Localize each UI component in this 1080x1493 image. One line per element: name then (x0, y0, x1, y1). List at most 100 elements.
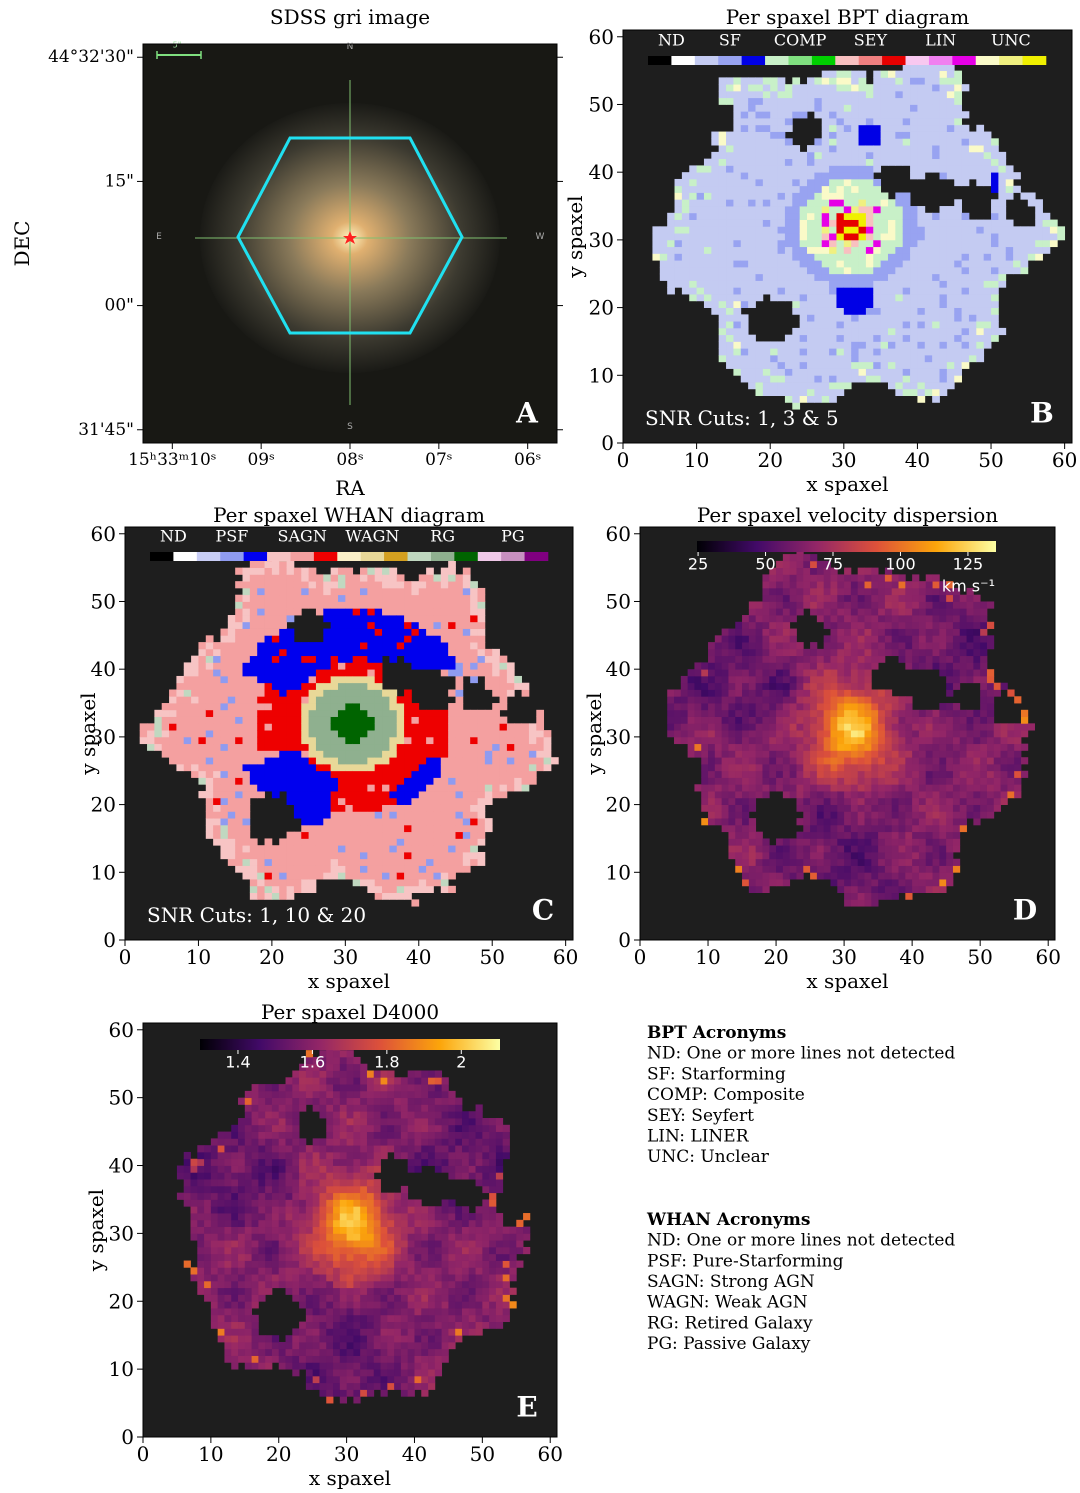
spaxel (514, 778, 522, 785)
spaxel (776, 635, 783, 642)
spaxel (763, 152, 771, 159)
spaxel (817, 791, 824, 798)
spaxel (719, 335, 727, 342)
spaxel (903, 247, 911, 254)
spaxel (824, 730, 831, 737)
spaxel (154, 723, 162, 730)
spaxel (792, 226, 800, 233)
spaxel (940, 382, 948, 389)
spaxel (776, 574, 783, 581)
spaxel (762, 642, 769, 649)
spaxel (917, 335, 925, 342)
spaxel (345, 778, 353, 785)
spaxel (817, 852, 824, 859)
spaxel (940, 220, 948, 227)
spaxel (722, 818, 729, 825)
x-tick-label: 50 (479, 945, 504, 969)
spaxel (675, 199, 683, 206)
spaxel (866, 111, 874, 118)
spaxel (228, 784, 236, 791)
spaxel (522, 764, 530, 771)
spaxel (769, 710, 776, 717)
spaxel (851, 656, 858, 663)
spaxel (367, 588, 375, 595)
spaxel (433, 635, 441, 642)
spaxel (735, 784, 742, 791)
spaxel (742, 845, 749, 852)
spaxel (345, 845, 353, 852)
spaxel (726, 206, 734, 213)
spaxel (925, 375, 933, 382)
spaxel (785, 165, 793, 172)
spaxel (954, 138, 962, 145)
spaxel (859, 240, 867, 247)
spaxel (287, 642, 295, 649)
spaxel (947, 220, 955, 227)
spaxel (353, 683, 361, 690)
spaxel (682, 179, 690, 186)
spaxel (851, 301, 859, 308)
spaxel (694, 750, 701, 757)
spaxel (154, 744, 162, 751)
spaxel (770, 165, 778, 172)
spaxel (367, 879, 375, 886)
spaxel (748, 77, 756, 84)
spaxel (824, 601, 831, 608)
spaxel (998, 281, 1006, 288)
spaxel (176, 717, 184, 724)
spaxel (910, 389, 918, 396)
spaxel (426, 798, 434, 805)
spaxel (822, 362, 830, 369)
spaxel (878, 696, 885, 703)
spaxel (411, 723, 419, 730)
y-axis-label: y spaxel (563, 195, 587, 278)
spaxel (243, 683, 251, 690)
spaxel (742, 784, 749, 791)
spaxel (220, 696, 228, 703)
spaxel (1035, 213, 1043, 220)
spaxel (976, 314, 984, 321)
spaxel (697, 213, 705, 220)
spaxel (991, 253, 999, 260)
spaxel (878, 649, 885, 656)
spaxel (682, 274, 690, 281)
spaxel (859, 199, 867, 206)
spaxel (903, 206, 911, 213)
spaxel (441, 730, 449, 737)
spaxel (536, 710, 544, 717)
spaxel (881, 192, 889, 199)
spaxel (213, 791, 221, 798)
spaxel (397, 838, 405, 845)
spaxel (287, 717, 295, 724)
spaxel (851, 77, 859, 84)
spaxel (783, 744, 790, 751)
spaxel (529, 757, 537, 764)
spaxel (762, 683, 769, 690)
spaxel (733, 172, 741, 179)
spaxel (287, 649, 295, 656)
spaxel (708, 805, 715, 812)
spaxel (837, 595, 844, 602)
spaxel (674, 737, 681, 744)
spaxel (323, 608, 331, 615)
spaxel (726, 179, 734, 186)
spaxel (962, 240, 970, 247)
spaxel (984, 321, 992, 328)
spaxel (932, 369, 940, 376)
spaxel (866, 199, 874, 206)
spaxel (748, 382, 756, 389)
spaxel (871, 798, 878, 805)
spaxel (360, 811, 368, 818)
spaxel (375, 717, 383, 724)
spaxel (932, 348, 940, 355)
spaxel (859, 348, 867, 355)
spaxel (404, 791, 412, 798)
spaxel (404, 872, 412, 879)
spaxel (836, 348, 844, 355)
spaxel (785, 145, 793, 152)
spaxel (257, 689, 265, 696)
spaxel (478, 744, 486, 751)
spaxel (998, 240, 1006, 247)
spaxel (851, 321, 859, 328)
spaxel (265, 595, 273, 602)
